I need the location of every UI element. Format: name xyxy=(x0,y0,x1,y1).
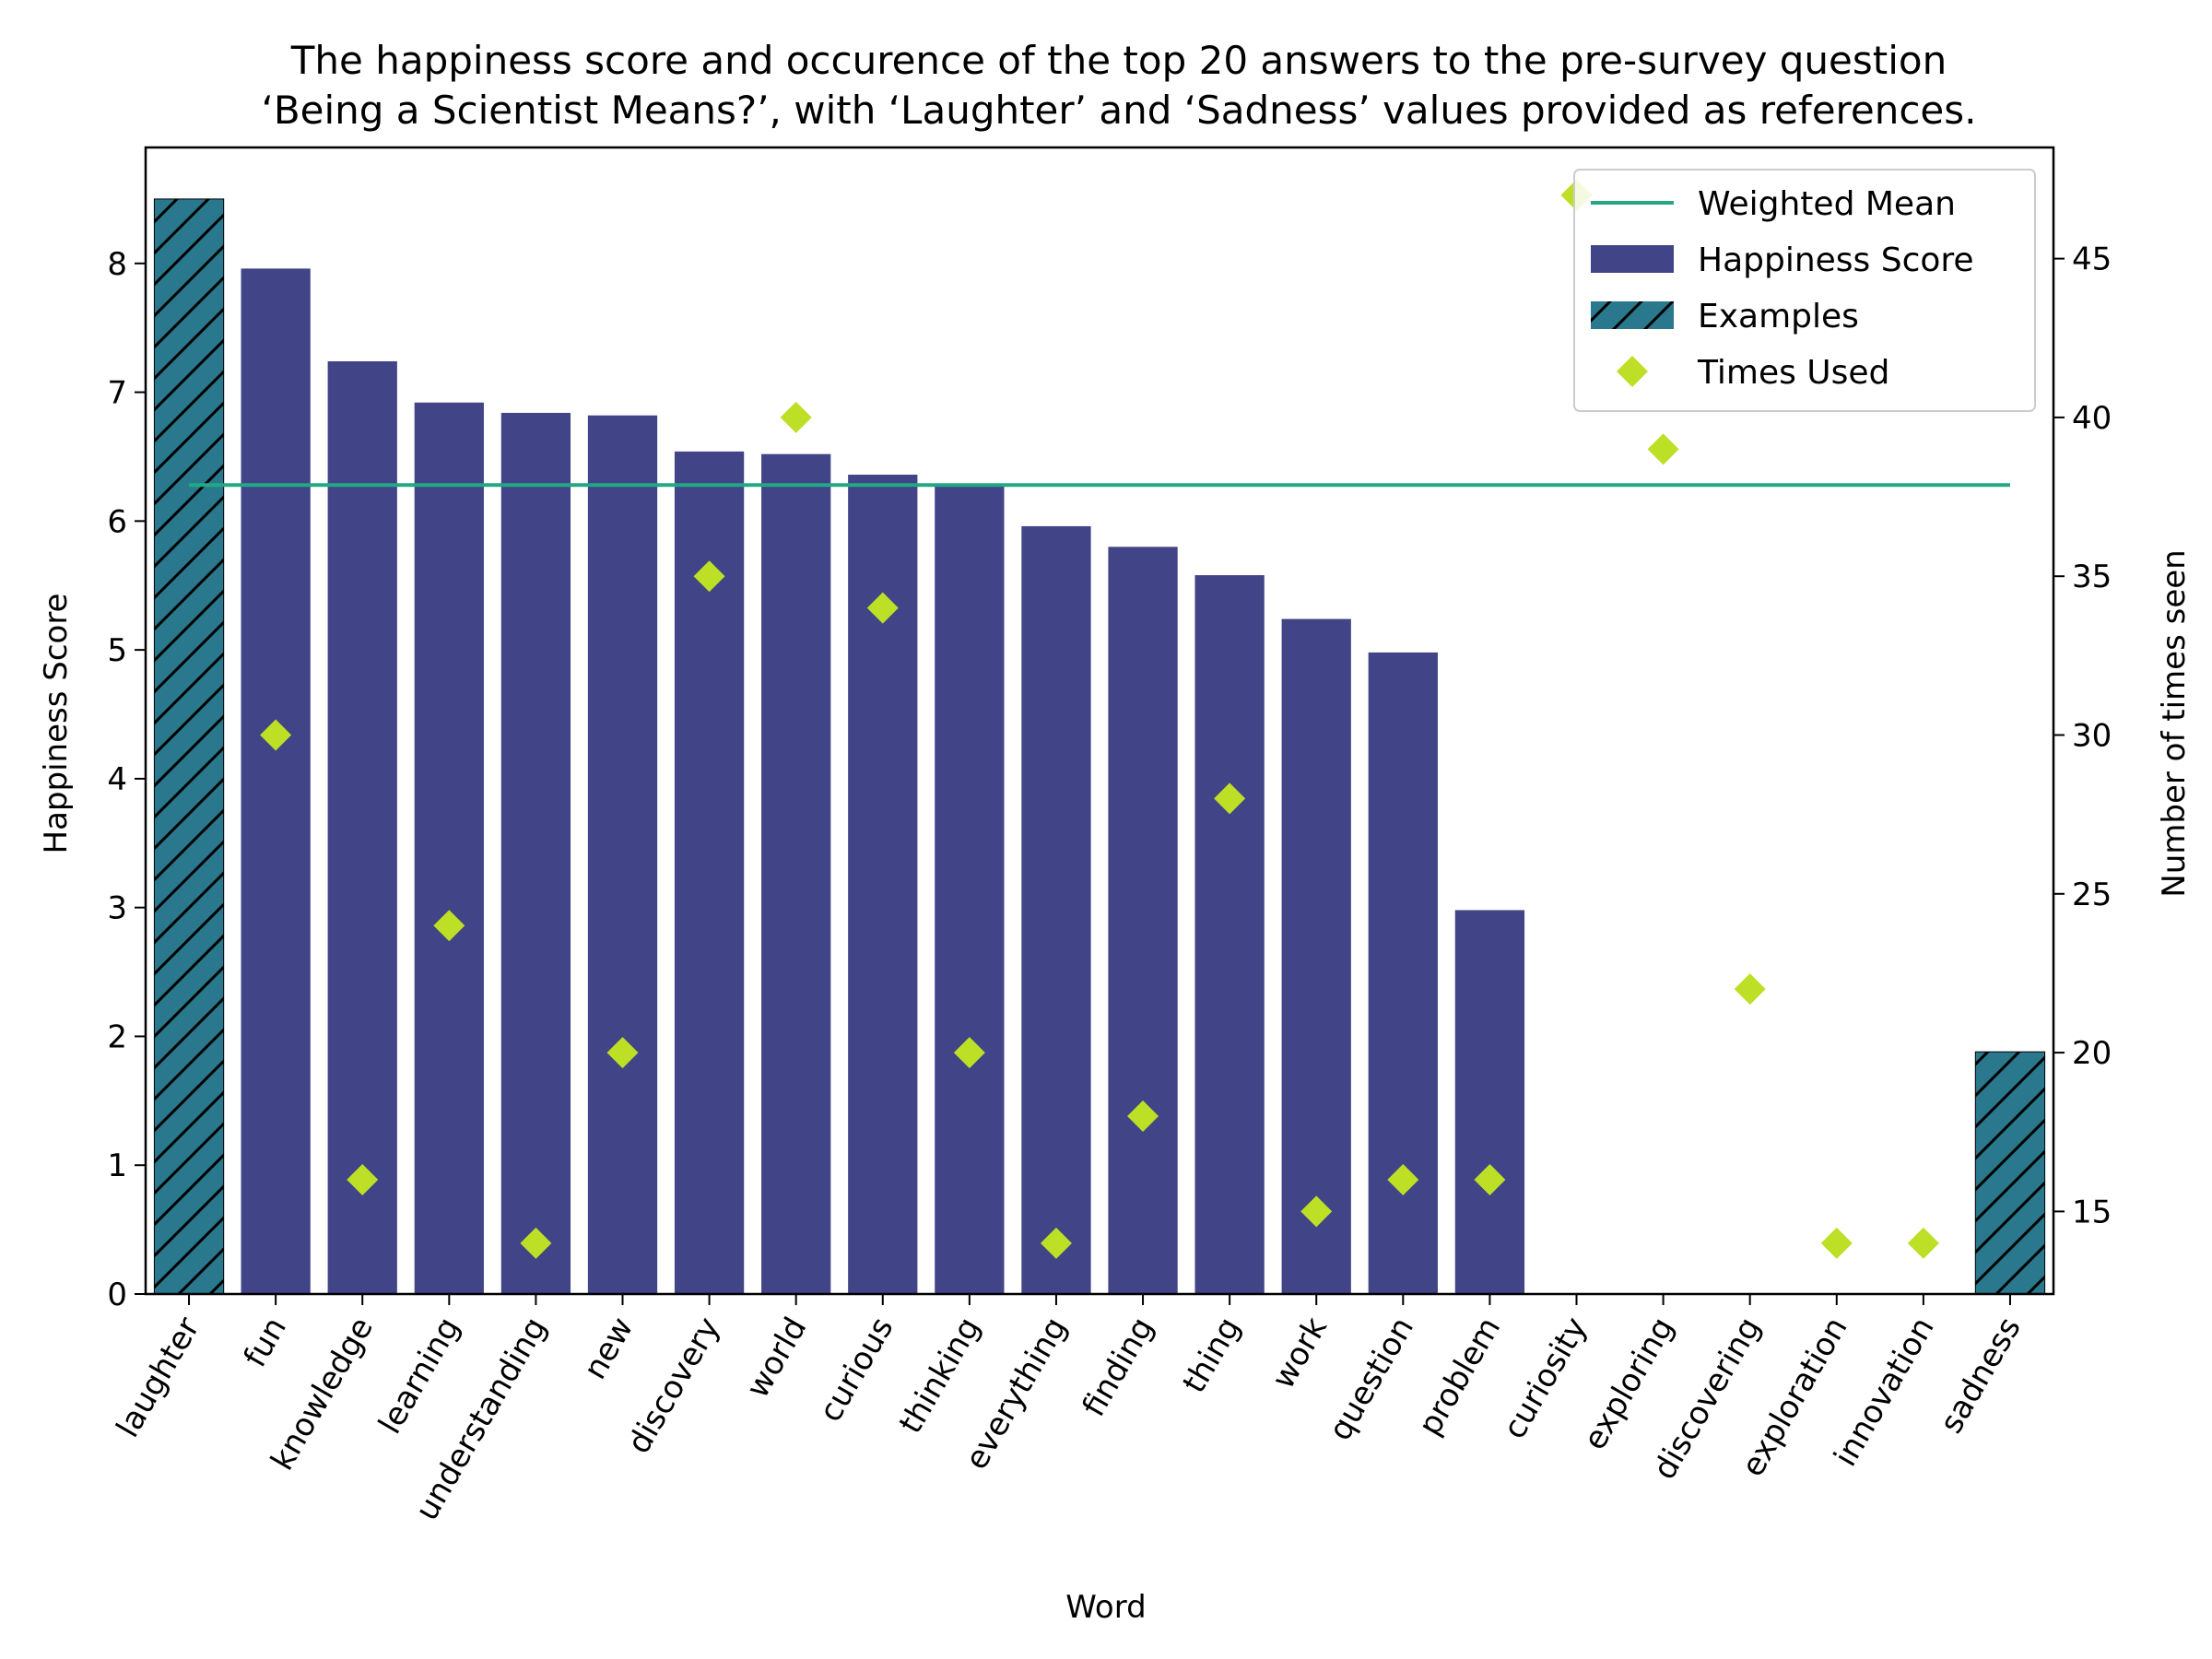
x-tick-label-curious: curious xyxy=(812,1312,901,1429)
marker-discovering xyxy=(1734,973,1766,1006)
y-tick-label: 6 xyxy=(107,503,127,540)
chart-title-line-2: ‘Being a Scientist Means?’, with ‘Laught… xyxy=(261,88,1976,133)
y-tick-label: 8 xyxy=(107,246,127,283)
bars-layer xyxy=(153,198,2046,1295)
y-right-tick-label: 30 xyxy=(2072,718,2112,755)
marker-problem xyxy=(1474,1163,1506,1195)
marker-world xyxy=(780,401,812,433)
bar-thing xyxy=(1194,575,1265,1294)
marker-thing xyxy=(1214,782,1246,815)
y-right-tick-label: 15 xyxy=(2072,1194,2112,1230)
y-tick-label: 0 xyxy=(107,1277,127,1313)
bar-discovery xyxy=(674,451,745,1295)
markers-layer xyxy=(260,179,1939,1259)
x-tick-label-thinking: thinking xyxy=(892,1312,988,1441)
marker-curious xyxy=(866,592,899,624)
x-tick-label-curiosity: curiosity xyxy=(1496,1312,1594,1446)
bar-problem xyxy=(1454,910,1525,1294)
y-tick-label: 1 xyxy=(107,1147,127,1184)
marker-thinking xyxy=(953,1037,985,1069)
x-tick-label-world: world xyxy=(739,1312,814,1405)
marker-work xyxy=(1300,1195,1333,1228)
marker-learning xyxy=(433,910,465,942)
y-tick-label: 7 xyxy=(107,375,127,412)
bar-knowledge xyxy=(327,361,397,1294)
marker-understanding xyxy=(520,1227,552,1259)
legend-swatch-times-used xyxy=(1617,356,1648,387)
x-tick-label-work: work xyxy=(1265,1311,1335,1395)
example-bar-sadness xyxy=(1974,1051,2046,1295)
legend-swatch-examples xyxy=(1591,301,1674,329)
legend-label: Times Used xyxy=(1697,354,1889,392)
x-axis-label: Word xyxy=(1065,1589,1146,1626)
bar-work xyxy=(1281,618,1351,1294)
marker-everything xyxy=(1040,1227,1072,1259)
bar-understanding xyxy=(500,412,571,1294)
bar-everything xyxy=(1021,525,1091,1294)
marker-discovery xyxy=(693,560,725,593)
y-axis-right-label: Number of times seen xyxy=(2156,549,2193,897)
marker-finding xyxy=(1127,1100,1159,1133)
y-right-tick-label: 25 xyxy=(2072,877,2112,913)
x-tick-label-learning: learning xyxy=(371,1312,467,1441)
x-tick-label-question: question xyxy=(1322,1312,1421,1447)
y-tick-label: 5 xyxy=(107,632,127,669)
x-tick-label-thing: thing xyxy=(1176,1312,1248,1400)
bar-fun xyxy=(241,268,311,1294)
example-bar-laughter xyxy=(153,198,225,1295)
y-tick-label: 3 xyxy=(107,890,127,927)
bar-question xyxy=(1368,652,1438,1294)
x-tick-label-sadness: sadness xyxy=(1933,1312,2029,1441)
marker-knowledge xyxy=(347,1163,379,1195)
legend-label: Examples xyxy=(1698,298,1859,335)
x-tick-label-fun: fun xyxy=(237,1312,294,1374)
x-tick-label-finding: finding xyxy=(1076,1312,1161,1423)
marker-fun xyxy=(260,719,292,751)
y-tick-label: 2 xyxy=(107,1018,127,1055)
marker-question xyxy=(1387,1163,1419,1195)
bar-learning xyxy=(414,402,484,1294)
x-tick-label-laughter: laughter xyxy=(110,1311,207,1443)
legend-label: Weighted Mean xyxy=(1698,185,1956,223)
chart-title-line-1: The happiness score and occurence of the… xyxy=(290,38,1947,83)
x-tick-label-problem: problem xyxy=(1411,1312,1508,1442)
y-right-tick-label: 40 xyxy=(2072,400,2112,437)
plot-frame xyxy=(144,146,2055,1296)
bar-world xyxy=(761,453,831,1294)
legend-box xyxy=(1573,169,2036,412)
bar-new xyxy=(587,415,658,1295)
y-right-tick-label: 20 xyxy=(2072,1035,2112,1072)
y-right-tick-label: 35 xyxy=(2072,559,2112,595)
marker-new xyxy=(606,1037,639,1069)
x-tick-label-new: new xyxy=(577,1312,641,1386)
y-tick-label: 4 xyxy=(107,761,127,798)
marker-exploring xyxy=(1647,433,1679,465)
axes-layer xyxy=(144,146,2055,1296)
bar-finding xyxy=(1108,547,1178,1294)
legend-label: Happiness Score xyxy=(1698,241,1974,279)
marker-exploration xyxy=(1820,1227,1853,1259)
y-axis-label: Happiness Score xyxy=(38,594,75,854)
legend: Weighted Mean Happiness Score Examples Time… xyxy=(1573,169,2036,412)
legend-swatch-happiness-score xyxy=(1591,245,1674,273)
bar-thinking xyxy=(935,485,1005,1294)
y-right-tick-label: 45 xyxy=(2072,241,2112,278)
marker-innovation xyxy=(1907,1227,1939,1259)
